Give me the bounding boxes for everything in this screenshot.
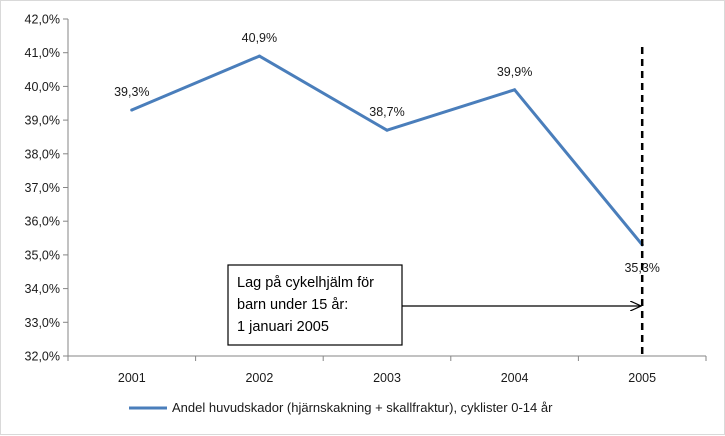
- y-tick-label: 37,0%: [25, 181, 60, 195]
- y-axis: 32,0% 33,0% 34,0% 35,0% 36,0% 37,0% 38,0% 39,0%…: [25, 13, 69, 364]
- annotation: Lag på cykelhjälm för barn under 15 år: 1 …: [227, 264, 641, 346]
- annotation-line: 1 januari 2005: [237, 319, 329, 335]
- data-point: [130, 108, 134, 112]
- x-tick-label: 2005: [628, 371, 656, 385]
- x-tick-label: 2003: [373, 371, 401, 385]
- data-point: [385, 128, 389, 132]
- series-layer: [130, 54, 644, 247]
- y-tick-label: 38,0%: [25, 147, 60, 161]
- data-labels: 39,3%40,9%38,7%39,9%35,3%: [114, 31, 660, 275]
- x-tick-label: 2001: [118, 371, 146, 385]
- y-tick-label: 34,0%: [25, 282, 60, 296]
- data-label: 40,9%: [242, 31, 277, 45]
- x-axis: 2001 2002 2003 2004 2005: [67, 355, 707, 385]
- y-tick-label: 33,0%: [25, 316, 60, 330]
- y-tick-label: 42,0%: [25, 13, 60, 27]
- annotation-line: Lag på cykelhjälm för: [237, 275, 374, 291]
- y-tick-label: 36,0%: [25, 215, 60, 229]
- data-label: 38,7%: [369, 105, 404, 119]
- series-line: [130, 54, 644, 247]
- legend-label: Andel huvudskador (hjärnskakning + skall…: [172, 400, 553, 415]
- y-tick-label: 41,0%: [25, 46, 60, 60]
- annotation-box: [227, 264, 403, 346]
- data-point: [513, 88, 517, 92]
- x-tick-label: 2004: [501, 371, 529, 385]
- annotation-line: barn under 15 år:: [237, 297, 348, 313]
- data-label: 39,9%: [497, 65, 532, 79]
- y-tick-label: 32,0%: [25, 350, 60, 364]
- data-label: 39,3%: [114, 85, 149, 99]
- y-tick-label: 40,0%: [25, 80, 60, 94]
- data-point: [257, 54, 261, 58]
- x-tick-label: 2002: [245, 371, 273, 385]
- legend: Andel huvudskador (hjärnskakning + skall…: [129, 400, 553, 415]
- y-tick-label: 39,0%: [25, 114, 60, 128]
- y-tick-label: 35,0%: [25, 248, 60, 262]
